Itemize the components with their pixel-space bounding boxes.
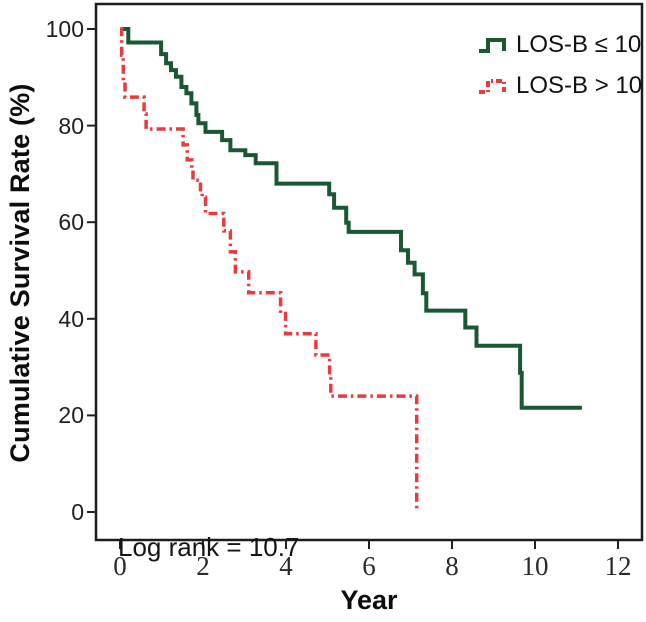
x-tick-label: 12 xyxy=(604,551,632,581)
legend-label: LOS-B ≤ 10 xyxy=(516,31,642,58)
y-tick-label: 60 xyxy=(58,209,84,236)
survival-curve-losb-gt-10 xyxy=(119,27,419,512)
dashed-step-line-icon xyxy=(479,79,506,94)
y-tick-label: 80 xyxy=(58,112,84,139)
y-axis-title: Cumulative Survival Rate (%) xyxy=(5,83,35,463)
x-axis-title: Year xyxy=(340,585,398,615)
y-tick-label: 0 xyxy=(71,499,84,525)
legend-label: LOS-B > 10 xyxy=(516,72,643,99)
legend: LOS-B ≤ 10 LOS-B > 10 xyxy=(478,31,642,115)
y-tick-label: 40 xyxy=(58,305,84,332)
x-tick-label: 4 xyxy=(279,551,293,581)
y-tick-label: 20 xyxy=(58,402,84,429)
y-tick-label: 100 xyxy=(45,16,84,42)
stats-annotation: Log rank = 10.7 P = 0.001 xyxy=(118,467,299,622)
solid-step-line-icon xyxy=(479,38,506,53)
legend-item-losb-le-10: LOS-B ≤ 10 xyxy=(478,31,642,58)
x-tick-label: 6 xyxy=(362,551,376,581)
x-tick-label: 0 xyxy=(113,551,127,581)
x-tick-label: 8 xyxy=(445,551,459,581)
legend-item-losb-gt-10: LOS-B > 10 xyxy=(478,72,642,99)
survival-curve-losb-le-10 xyxy=(122,27,582,410)
log-rank-text: Log rank = 10.7 xyxy=(118,532,300,562)
x-tick-label: 10 xyxy=(521,551,549,581)
x-tick-label: 2 xyxy=(196,551,210,581)
